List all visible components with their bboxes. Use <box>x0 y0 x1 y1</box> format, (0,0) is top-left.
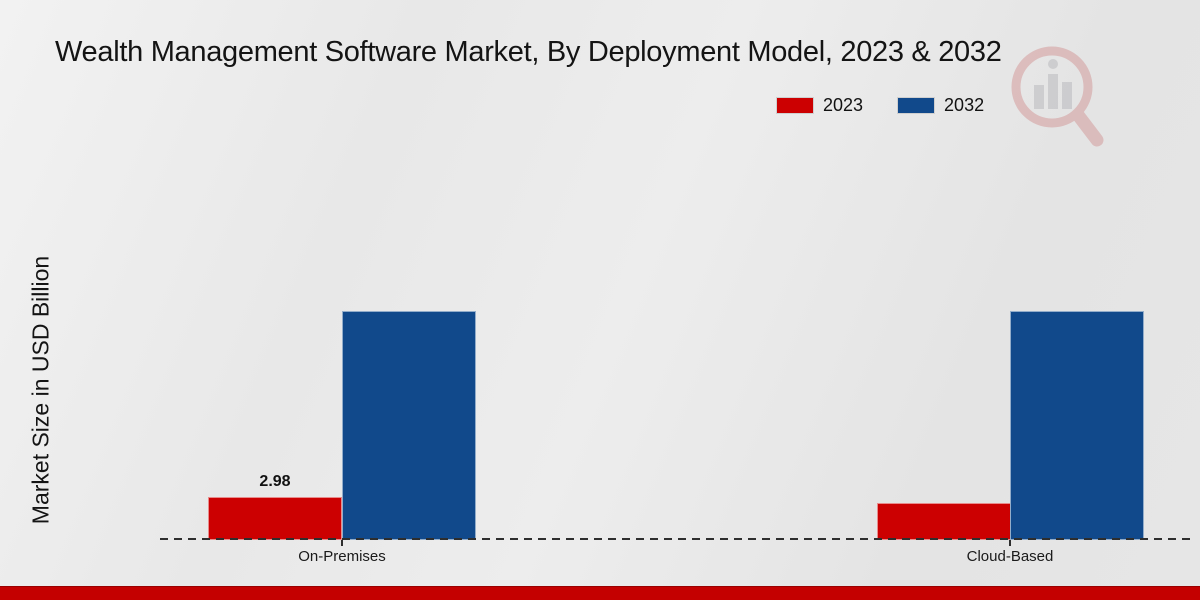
x-axis-tick-on-premises <box>341 540 343 546</box>
x-axis-baseline <box>160 538 1195 540</box>
legend-label-2023: 2023 <box>823 95 864 115</box>
bar-value-label: 2.98 <box>259 473 291 490</box>
bar-2032-on-premises <box>342 311 476 540</box>
bar-2023-on-premises <box>208 497 342 540</box>
bar-2023-cloud-based <box>877 503 1011 540</box>
chart-title: Wealth Management Software Market, By De… <box>55 36 1002 68</box>
x-axis-tick-cloud-based <box>1009 540 1011 546</box>
footer-accent-bar <box>0 586 1200 600</box>
magnifier-bar-chart-watermark-icon <box>1011 46 1104 147</box>
bar-2032-cloud-based <box>1010 311 1144 540</box>
legend-swatch-2023 <box>777 98 813 113</box>
y-axis-label: Market Size in USD Billion <box>27 255 54 525</box>
category-label-on-premises: On-Premises <box>298 548 386 565</box>
legend-swatch-2032 <box>898 98 935 113</box>
category-label-cloud-based: Cloud-Based <box>966 548 1054 565</box>
legend: 2023 2032 <box>777 95 984 116</box>
legend-label-2032: 2032 <box>944 95 985 115</box>
